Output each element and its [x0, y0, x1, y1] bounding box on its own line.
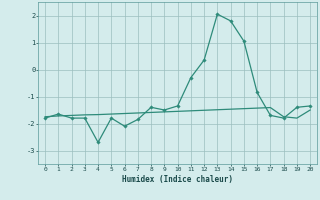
- X-axis label: Humidex (Indice chaleur): Humidex (Indice chaleur): [122, 175, 233, 184]
